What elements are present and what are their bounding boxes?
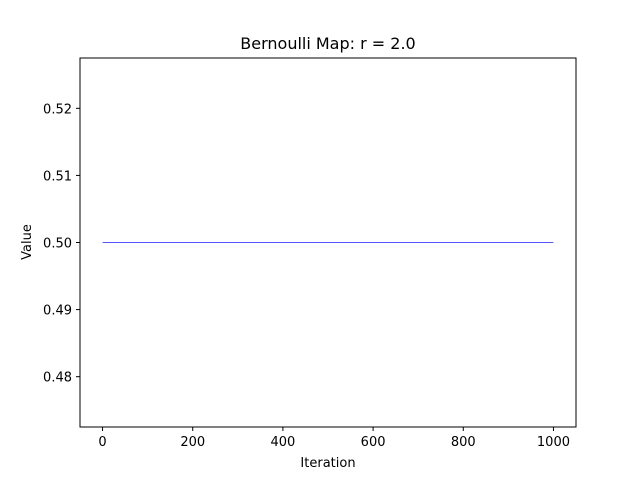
plot-area [79, 57, 577, 428]
x-tick-label: 200 [180, 435, 205, 450]
x-axis-label: Iteration [300, 456, 355, 471]
x-axis: 0 200 400 600 800 1000 [98, 427, 570, 450]
chart-title: Bernoulli Map: r = 2.0 [240, 34, 415, 53]
y-tick-label: 0.48 [43, 371, 72, 386]
y-tick-label: 0.49 [43, 304, 72, 319]
x-tick-label: 0 [98, 435, 106, 450]
y-axis-label: Value [20, 224, 35, 260]
y-axis: 0.48 0.49 0.50 0.51 0.52 [43, 102, 80, 386]
x-tick-label: 800 [451, 435, 476, 450]
x-tick-label: 1000 [537, 435, 570, 450]
x-tick-label: 400 [270, 435, 295, 450]
y-tick-label: 0.50 [43, 237, 72, 252]
y-tick-label: 0.52 [43, 102, 72, 117]
y-tick-label: 0.51 [43, 169, 72, 184]
x-tick-label: 600 [361, 435, 386, 450]
